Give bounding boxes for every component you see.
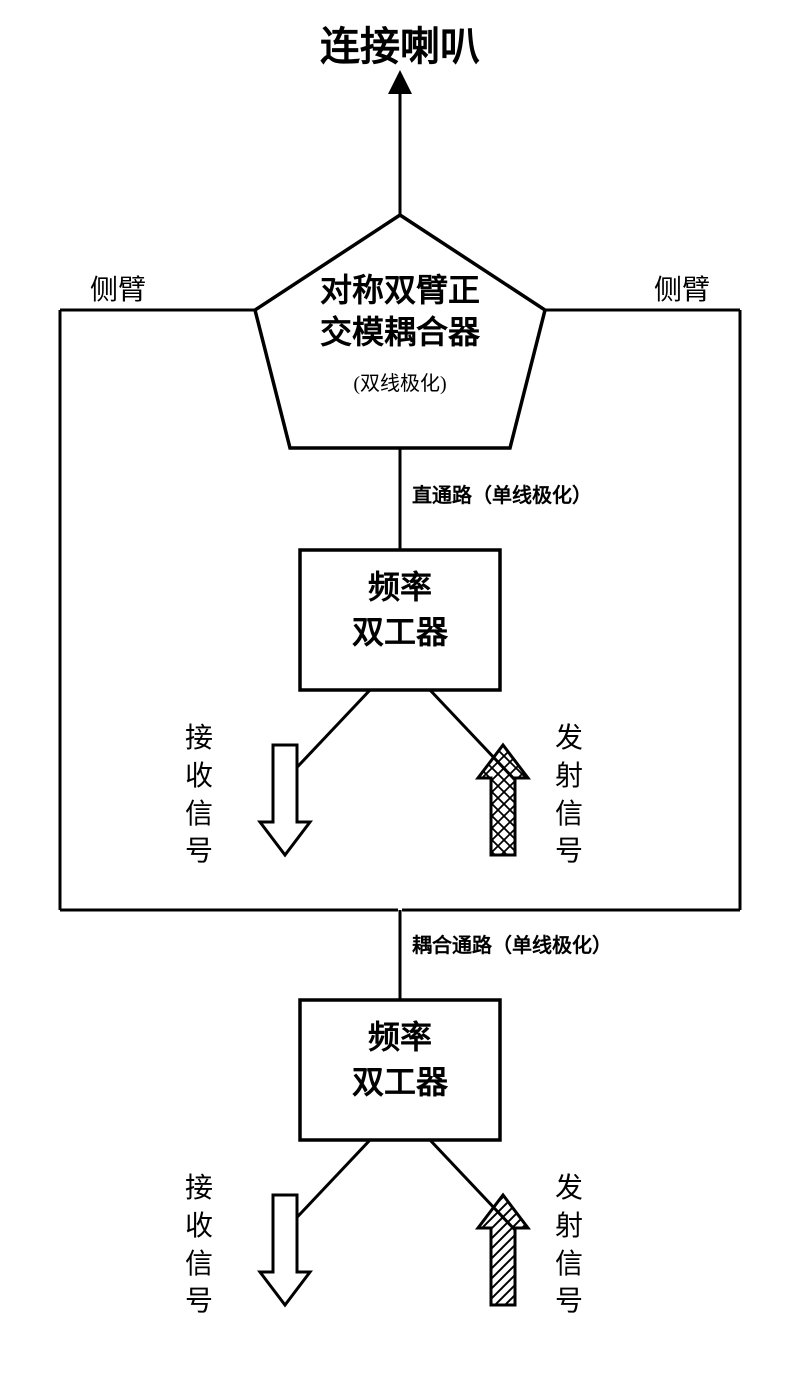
direct-path-label: 直通路（单线极化） [412,479,592,508]
rx2-c1: 接 [185,1170,213,1208]
tx-label-2: 发 射 信 号 [555,1170,583,1321]
tx2-c4: 号 [555,1283,583,1321]
side-arm-right-label: 侧臂 [654,268,710,308]
tx2-c3: 信 [555,1246,583,1284]
coupler-sub-label: (双线极化) [255,367,545,396]
tx-arrow-2 [478,1195,528,1305]
rx2-c2: 收 [185,1208,213,1246]
tx-label-1: 发 射 信 号 [555,720,583,871]
rx1-c2: 收 [185,758,213,796]
rx-label-2: 接 收 信 号 [185,1170,213,1321]
side-arm-left-label: 侧臂 [90,268,146,308]
title-label: 连接喇叭 [0,14,800,72]
diplexer1-label-1: 频率 [300,565,500,610]
arrow-to-horn [388,70,412,215]
rx2-c3: 信 [185,1246,213,1284]
rx1-c4: 号 [185,833,213,871]
tx1-c3: 信 [555,796,583,834]
coupler-label-1: 对称双臂正 [255,270,545,312]
rx1-c3: 信 [185,796,213,834]
rx1-c1: 接 [185,720,213,758]
rx2-c4: 号 [185,1283,213,1321]
diplexer1-label-2: 双工器 [300,610,500,655]
tx1-c4: 号 [555,833,583,871]
rx-label-1: 接 收 信 号 [185,720,213,871]
diagram-svg [0,0,800,1393]
tx1-c1: 发 [555,720,583,758]
tx1-c2: 射 [555,758,583,796]
tx2-c2: 射 [555,1208,583,1246]
diplexer2-label-2: 双工器 [300,1060,500,1105]
tx-arrow-1 [478,745,528,855]
tx2-c1: 发 [555,1170,583,1208]
coupler-label-2: 交模耦合器 [255,312,545,354]
diplexer2-label-1: 频率 [300,1015,500,1060]
coupled-path-label: 耦合通路（单线极化） [412,929,612,958]
